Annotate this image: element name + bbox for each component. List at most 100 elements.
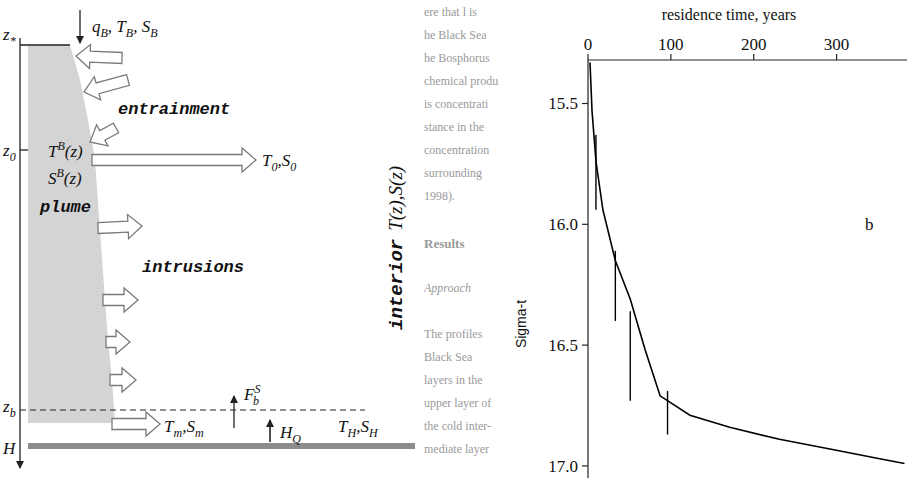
variable-label: HQ [279, 423, 301, 446]
body-line: he Black Sea [424, 28, 487, 42]
body-line: surrounding [424, 166, 482, 180]
flow-arrow [98, 215, 142, 239]
depth-label: H [2, 439, 17, 458]
region-label: plume [39, 198, 91, 217]
subscript: m [195, 426, 204, 440]
y-tick-label: 17.0 [548, 457, 578, 476]
x-axis [588, 59, 907, 60]
flux-arrow [233, 396, 234, 428]
page: ere that l ishe Black Seahe Bosphorusche… [0, 0, 910, 480]
flow-arrow [76, 45, 122, 69]
region-label: intrusions [142, 258, 244, 277]
y-tick-label: 16.0 [548, 215, 578, 234]
x-tick [836, 54, 837, 60]
x-tick [587, 54, 588, 60]
x-tick [753, 54, 754, 60]
x-tick-label: 100 [658, 35, 684, 54]
plume-area [28, 45, 115, 423]
x-tick [670, 54, 671, 60]
body-line: the cold inter- [424, 419, 491, 433]
subheading: Approach [423, 281, 471, 295]
y-tick [582, 103, 588, 104]
variable-label: TH,SH [338, 417, 379, 440]
depth-axis [19, 38, 20, 468]
error-bar [615, 251, 616, 321]
heat-flux-arrow [269, 420, 271, 442]
depth-label: zb [2, 397, 16, 420]
flow-arrow [92, 148, 256, 172]
variable-label: T0,S0 [262, 151, 296, 174]
heading: Results [424, 236, 464, 251]
text-part: (z) [65, 142, 83, 161]
plume-diagram: z*z0zbHqB, TB, SBTB(z)SB(z)T0,S0FSbTm,Sm… [2, 10, 415, 468]
y-axis-title: Sigma-t [513, 300, 529, 348]
y-tick [582, 465, 588, 466]
subscript: H [368, 426, 379, 440]
error-bar [630, 311, 631, 400]
x-axis-title: residence time, years [662, 6, 797, 24]
error-bar [595, 135, 596, 210]
region-label: entrainment [118, 100, 230, 119]
text-part: (z) [64, 169, 82, 188]
variable-label: Tm,Sm [164, 417, 204, 440]
subscript: * [10, 34, 16, 48]
x-tick-label: 200 [741, 35, 767, 54]
body-line: layers in the [424, 373, 483, 387]
flow-arrow [103, 288, 138, 312]
inflow-arrow [79, 10, 80, 43]
flow-arrow [84, 75, 129, 100]
flow-arrow [110, 368, 136, 392]
body-line: chemical produ [424, 74, 498, 88]
body-line: stance in the [424, 120, 484, 134]
text-part: , S [133, 17, 151, 36]
chart: 010020030015.516.016.517.0residence time… [513, 6, 907, 478]
text-part: ,S [356, 417, 369, 436]
text-part: ,S [277, 151, 290, 170]
variable-label: qB, TB, SB [92, 17, 158, 40]
subscript: b [10, 406, 16, 420]
bottom [28, 443, 415, 449]
flow-arrow [112, 412, 160, 436]
body-line: ere that l is [424, 5, 477, 19]
panel-letter: b [865, 215, 874, 234]
depth-label: z0 [2, 141, 16, 164]
text-part: H [2, 439, 17, 458]
subscript: Q [292, 432, 301, 446]
body-line: mediate layer [424, 442, 489, 456]
flow-arrow [106, 330, 130, 354]
y-tick [582, 224, 588, 225]
z0-tick [20, 149, 28, 150]
depth-label: z* [2, 25, 16, 48]
interior-vars: T(z),S(z) [385, 166, 407, 231]
y-tick-label: 15.5 [548, 94, 578, 113]
body-line: is concentrati [424, 97, 489, 111]
interior-word: interior [386, 238, 408, 330]
curve [590, 62, 905, 463]
text-part: ,S [182, 417, 195, 436]
body-line: concentration [424, 143, 489, 157]
zb-line [20, 409, 365, 410]
flow-arrow [90, 123, 119, 146]
subscript: 0 [10, 150, 16, 164]
y-axis [587, 60, 588, 478]
y-tick [582, 345, 588, 346]
page-text: ere that l ishe Black Seahe Bosphorusche… [423, 5, 498, 456]
subscript: b [253, 394, 259, 408]
variable-label: FSb [243, 382, 260, 408]
body-line: upper layer of [424, 396, 491, 410]
x-tick-label: 300 [824, 35, 850, 54]
variable-label: TB(z) [48, 139, 83, 161]
error-bar [667, 391, 668, 434]
subscript: B [150, 26, 158, 40]
interior-label: interior T(z),S(z) [385, 166, 408, 330]
subscript: m [173, 426, 182, 440]
body-line: The profiles [424, 327, 483, 341]
surface-line [20, 44, 70, 45]
body-line: 1998). [424, 189, 455, 203]
variable-label: SB(z) [48, 166, 82, 188]
body-line: Black Sea [424, 350, 473, 364]
plot-area [590, 62, 905, 463]
y-tick-label: 16.5 [548, 336, 578, 355]
subscript: 0 [290, 160, 296, 174]
text-part: , T [108, 17, 128, 36]
